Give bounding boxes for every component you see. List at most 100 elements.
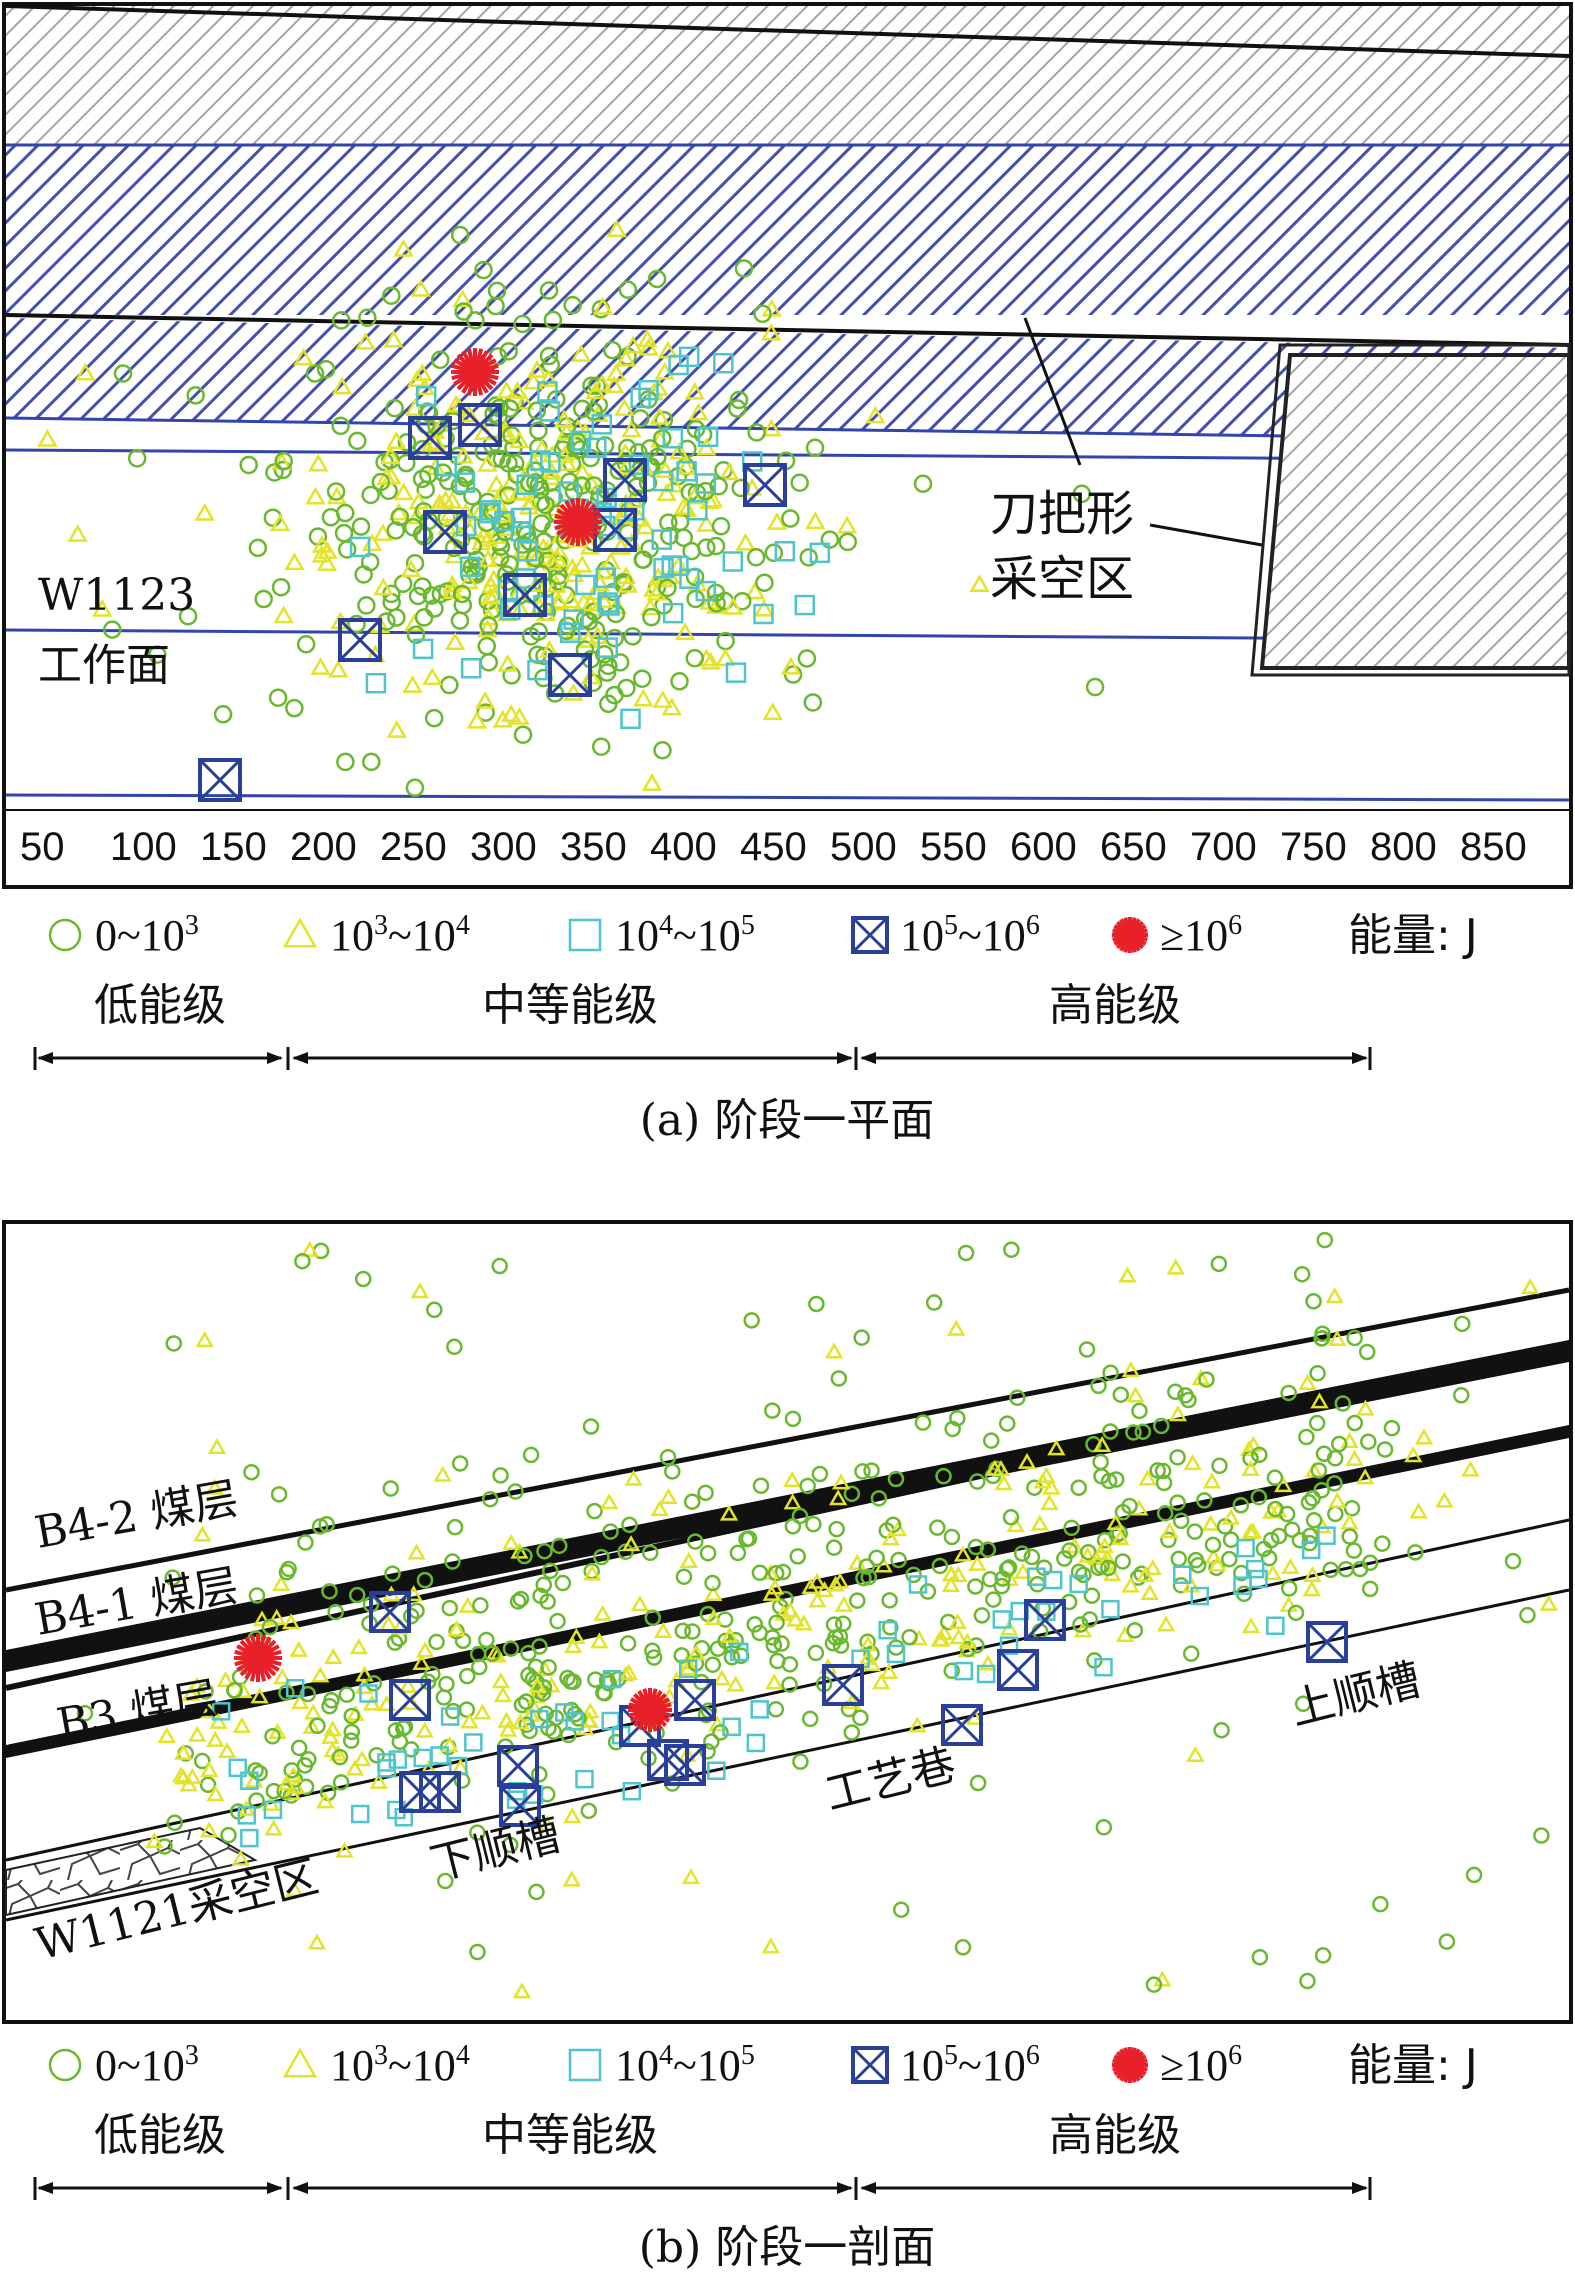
event-mid bbox=[415, 1721, 434, 1738]
event-high bbox=[369, 1591, 411, 1633]
event-low bbox=[239, 455, 258, 475]
event-low bbox=[254, 589, 273, 609]
event-low bbox=[1291, 1531, 1309, 1549]
event-low bbox=[838, 532, 857, 552]
event-mid-high bbox=[537, 381, 558, 402]
event-low bbox=[197, 1683, 214, 1700]
event-low bbox=[1078, 1341, 1096, 1358]
event-low bbox=[849, 1592, 866, 1609]
legend-item: 0~103 bbox=[48, 910, 199, 960]
event-low bbox=[587, 376, 607, 395]
event-low bbox=[450, 611, 470, 630]
event-mid-high bbox=[676, 461, 697, 482]
event-mid bbox=[447, 1620, 466, 1637]
event-low bbox=[1343, 1500, 1361, 1517]
event-low bbox=[959, 1640, 977, 1658]
event-low bbox=[807, 1644, 825, 1662]
event-mid bbox=[1017, 1452, 1037, 1469]
event-mid bbox=[486, 474, 507, 493]
event-low bbox=[979, 1541, 997, 1558]
event-low bbox=[1204, 1536, 1222, 1554]
event-mid-high bbox=[668, 354, 689, 376]
event-mid bbox=[386, 431, 407, 450]
event-low bbox=[199, 1776, 217, 1793]
event-low bbox=[1263, 1531, 1280, 1549]
event-mid-high bbox=[597, 637, 618, 658]
event-low bbox=[998, 1560, 1016, 1578]
event-mid bbox=[67, 524, 88, 542]
legend-item: ≥106 bbox=[1112, 910, 1242, 960]
event-mid bbox=[538, 369, 559, 387]
event-mid bbox=[656, 483, 677, 501]
event-mid bbox=[831, 1473, 851, 1490]
event-mid bbox=[331, 376, 353, 395]
event-mid bbox=[593, 561, 614, 580]
event-mid bbox=[765, 1578, 785, 1595]
event-max bbox=[451, 348, 499, 396]
event-low bbox=[500, 555, 519, 574]
event-mid bbox=[1461, 1460, 1480, 1477]
event-low bbox=[1154, 1462, 1172, 1480]
event-low bbox=[550, 1537, 568, 1555]
event-mid bbox=[264, 1819, 283, 1836]
event-mid bbox=[466, 710, 488, 729]
event-low bbox=[648, 447, 667, 467]
event-low bbox=[1322, 1561, 1339, 1579]
event-mid bbox=[440, 1736, 459, 1753]
event-low bbox=[597, 663, 617, 682]
event-low bbox=[419, 465, 438, 484]
event-high bbox=[664, 1744, 706, 1786]
event-low bbox=[402, 1607, 420, 1625]
event-mid bbox=[641, 773, 663, 791]
event-low bbox=[768, 1614, 785, 1631]
event-low bbox=[186, 386, 205, 405]
event-low bbox=[1407, 1544, 1424, 1561]
x-tick-label: 600 bbox=[1010, 825, 1077, 869]
legend-label: 104~105 bbox=[615, 910, 755, 960]
event-low bbox=[48, 918, 82, 952]
event-mid-high bbox=[1266, 1616, 1285, 1635]
event-low bbox=[1160, 1531, 1177, 1549]
event-low bbox=[1013, 1545, 1031, 1562]
event-low bbox=[331, 1748, 349, 1766]
event-mid-high bbox=[510, 507, 532, 529]
event-mid-high bbox=[506, 1790, 526, 1809]
event-mid bbox=[1208, 1555, 1227, 1572]
event-mid-high bbox=[570, 430, 592, 452]
event-mid bbox=[1183, 1454, 1202, 1471]
event-mid bbox=[272, 1575, 291, 1592]
event-mid-high bbox=[530, 450, 551, 471]
event-low bbox=[305, 364, 325, 383]
event-low bbox=[536, 1542, 553, 1560]
event-mid bbox=[592, 296, 614, 315]
event-low bbox=[1102, 1423, 1119, 1440]
event-mid-high bbox=[753, 603, 774, 625]
event-low bbox=[437, 1872, 454, 1890]
event-mid bbox=[1065, 1537, 1084, 1554]
event-low bbox=[527, 401, 547, 421]
event-mid bbox=[679, 1551, 698, 1568]
event-mid-high bbox=[568, 2048, 602, 2082]
microseismic-events-plan bbox=[37, 219, 1105, 802]
event-mid bbox=[310, 657, 331, 675]
event-low bbox=[1221, 1550, 1238, 1568]
event-mid-high bbox=[240, 1828, 259, 1848]
event-low bbox=[1330, 1435, 1348, 1453]
event-mid bbox=[908, 1716, 927, 1733]
event-low bbox=[707, 594, 726, 613]
event-mid bbox=[712, 1669, 732, 1686]
event-low bbox=[474, 260, 493, 280]
panel-b-section-view: B4-2 煤层 B4-1 煤层 B3 煤层 W1121采空区 下顺槽 工艺巷 上… bbox=[2, 1220, 1573, 2024]
event-low bbox=[1134, 1423, 1152, 1440]
event-mid bbox=[761, 322, 782, 341]
event-mid bbox=[316, 553, 338, 571]
event-mid bbox=[458, 1596, 477, 1613]
event-high bbox=[423, 510, 467, 554]
event-low bbox=[276, 1782, 293, 1800]
event-high bbox=[389, 1679, 431, 1721]
event-mid bbox=[453, 445, 474, 464]
range-label: 低能级 bbox=[94, 980, 226, 1031]
event-mid-high bbox=[412, 638, 434, 660]
event-low bbox=[1309, 1365, 1326, 1382]
event-low bbox=[1383, 1419, 1401, 1437]
